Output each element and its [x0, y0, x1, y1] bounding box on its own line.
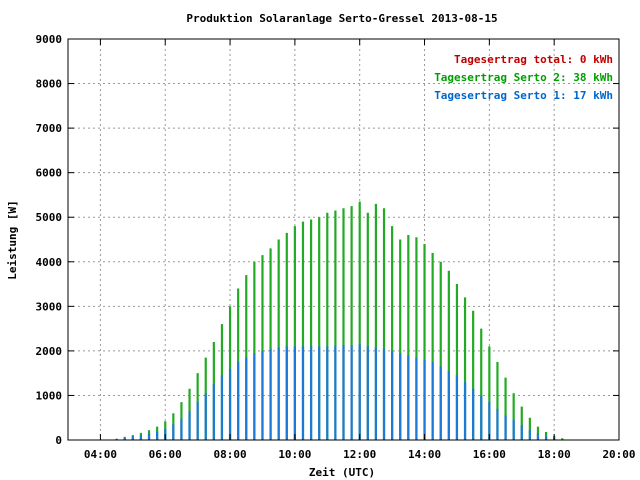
x-tick-label: 08:00 [213, 448, 246, 461]
x-tick-label: 04:00 [84, 448, 117, 461]
x-tick-label: 06:00 [149, 448, 182, 461]
x-axis-label: Zeit (UTC) [309, 466, 375, 479]
y-tick-label: 7000 [36, 122, 63, 135]
x-tick-label: 10:00 [278, 448, 311, 461]
x-tick-label: 14:00 [408, 448, 441, 461]
legend-entry: Tagesertrag Serto 2: 38 kWh [434, 71, 613, 84]
x-tick-label: 16:00 [473, 448, 506, 461]
y-axis-label: Leistung [W] [6, 200, 19, 279]
legend: Tagesertrag total: 0 kWh Tagesertrag Sert… [434, 53, 613, 102]
x-tick-label: 12:00 [343, 448, 376, 461]
x-axis-ticks: 04:00 06:00 08:00 10:00 12:00 14:00 16:00 18:00… [84, 39, 636, 461]
y-tick-label: 5000 [36, 211, 63, 224]
y-tick-label: 2000 [36, 345, 63, 358]
y-tick-label: 4000 [36, 256, 63, 269]
series-serto-1-bars [115, 344, 572, 440]
y-tick-label: 9000 [36, 33, 63, 46]
plot-frame [67, 38, 620, 441]
y-tick-label: 0 [55, 434, 62, 447]
legend-entry: Tagesertrag total: 0 kWh [454, 53, 613, 66]
legend-entry: Tagesertrag Serto 1: 17 kWh [434, 89, 613, 102]
x-tick-label: 18:00 [538, 448, 571, 461]
chart-title: Produktion Solaranlage Serto-Gressel 201… [186, 12, 497, 25]
x-tick-label: 20:00 [602, 448, 635, 461]
y-tick-label: 1000 [36, 389, 63, 402]
y-tick-label: 8000 [36, 78, 63, 91]
y-tick-label: 3000 [36, 300, 63, 313]
y-axis-ticks: 0 1000 2000 3000 4000 5000 6000 7000 8000 9000 [36, 33, 619, 447]
y-tick-label: 6000 [36, 167, 63, 180]
